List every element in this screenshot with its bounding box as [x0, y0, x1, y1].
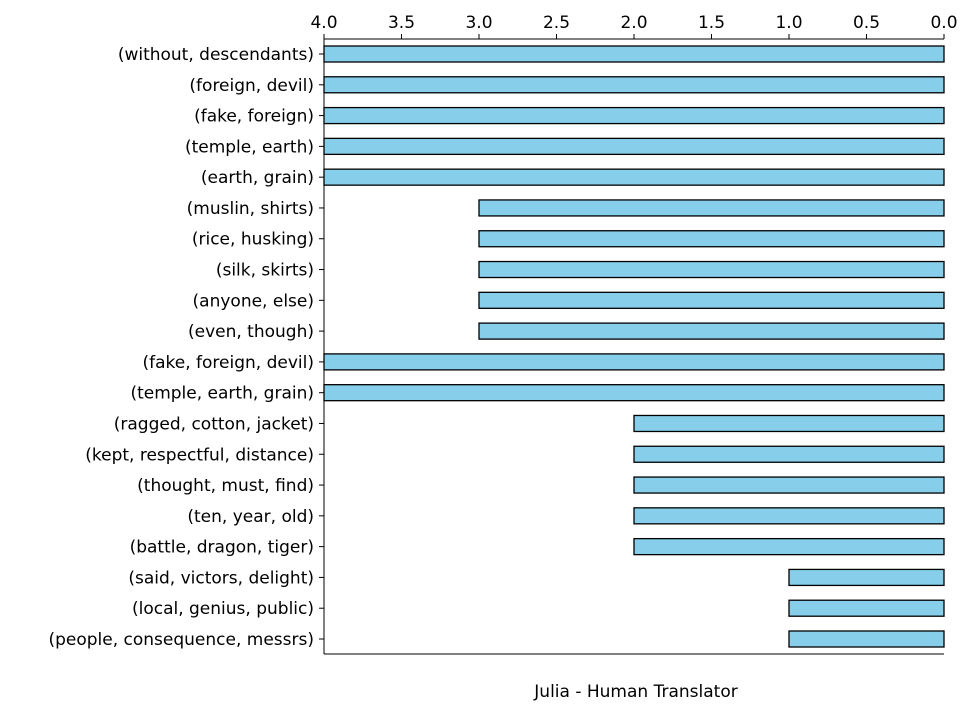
bar — [633, 414, 945, 433]
bar — [323, 106, 945, 125]
category-label: (fake, foreign) — [194, 107, 314, 127]
category-label: (foreign, devil) — [189, 76, 314, 96]
category-label: (muslin, shirts) — [187, 199, 314, 219]
x-tick-label: 0.5 — [853, 13, 880, 33]
x-tick-label: 2.0 — [620, 13, 647, 33]
bar — [323, 76, 945, 94]
category-label: (temple, earth) — [185, 137, 314, 157]
category-label: (even, though) — [188, 322, 314, 342]
category-label: (anyone, else) — [193, 291, 314, 311]
category-label: (without, descendants) — [118, 45, 314, 65]
bar — [478, 199, 945, 217]
bar — [633, 445, 945, 463]
category-label: (battle, dragon, tiger) — [130, 538, 314, 558]
category-label: (people, consequence, messrs) — [48, 630, 314, 650]
x-tick-label: 0.0 — [930, 13, 957, 33]
bar — [323, 137, 945, 156]
x-axis-label: Julia - Human Translator — [533, 682, 737, 702]
labels-layer: 4.0 3.5 3.0 2.5 2.0 1.5 1.0 0.5 0.0 (without, des… — [48, 13, 957, 650]
bar — [478, 230, 945, 248]
bar — [478, 260, 945, 279]
bar — [788, 568, 945, 587]
category-label: (ragged, cotton, jacket) — [114, 414, 314, 434]
x-tick-label: 1.5 — [698, 13, 725, 33]
category-label: (rice, husking) — [192, 230, 314, 250]
bars-layer — [323, 45, 945, 648]
x-tick-label: 3.0 — [465, 13, 492, 33]
bar — [633, 507, 945, 525]
bar — [633, 476, 945, 494]
bar — [788, 630, 945, 648]
category-label: (temple, earth, grain) — [130, 384, 314, 404]
x-tick-label: 3.5 — [388, 13, 415, 33]
category-label: (fake, foreign, devil) — [143, 353, 315, 373]
bar — [323, 353, 945, 371]
bar — [478, 291, 945, 309]
category-label: (earth, grain) — [201, 168, 314, 188]
bar — [323, 168, 945, 186]
axes-layer — [319, 34, 945, 655]
bar — [323, 384, 945, 402]
bar — [323, 45, 945, 63]
category-label: (kept, respectful, distance) — [85, 445, 314, 465]
category-label: (said, victors, delight) — [128, 568, 314, 588]
bar — [478, 322, 945, 340]
bar — [788, 599, 945, 617]
bar — [633, 537, 945, 556]
x-tick-label: 1.0 — [775, 13, 802, 33]
category-label: (ten, year, old) — [187, 507, 314, 527]
x-tick-label: 4.0 — [310, 13, 337, 33]
category-label: (silk, skirts) — [216, 261, 314, 281]
x-tick-label: 2.5 — [543, 13, 570, 33]
category-label: (local, genius, public) — [132, 599, 314, 619]
category-label: (thought, must, find) — [137, 476, 314, 496]
